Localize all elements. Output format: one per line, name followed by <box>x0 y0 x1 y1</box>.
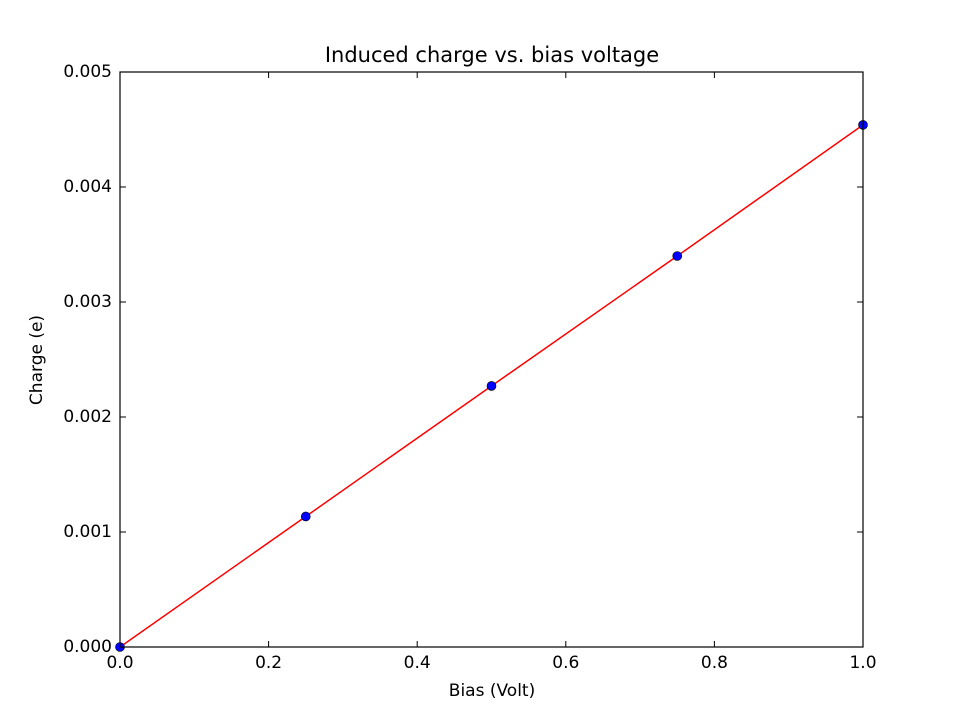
x-tick-label: 0.4 <box>404 653 431 673</box>
y-tick-label: 0.005 <box>63 62 112 82</box>
x-axis-label: Bias (Volt) <box>449 681 535 701</box>
data-point <box>672 251 683 261</box>
x-tick-label: 0.8 <box>701 653 728 673</box>
y-axis-label: Charge (e) <box>27 315 47 405</box>
chart-title: Induced charge vs. bias voltage <box>325 43 659 67</box>
y-tick-label: 0.001 <box>63 522 112 542</box>
x-tick-label: 0.2 <box>255 653 282 673</box>
y-tick-label: 0.002 <box>63 407 112 427</box>
y-tick-label: 0.000 <box>63 637 112 657</box>
x-tick-label: 0.6 <box>552 653 579 673</box>
data-point <box>486 381 497 391</box>
data-point <box>300 511 311 522</box>
plot-frame <box>119 71 864 648</box>
x-tick-label: 0.0 <box>106 653 133 673</box>
y-tick-label: 0.004 <box>63 177 112 197</box>
x-tick-label: 1.0 <box>849 653 876 673</box>
y-tick-label: 0.003 <box>63 292 112 312</box>
